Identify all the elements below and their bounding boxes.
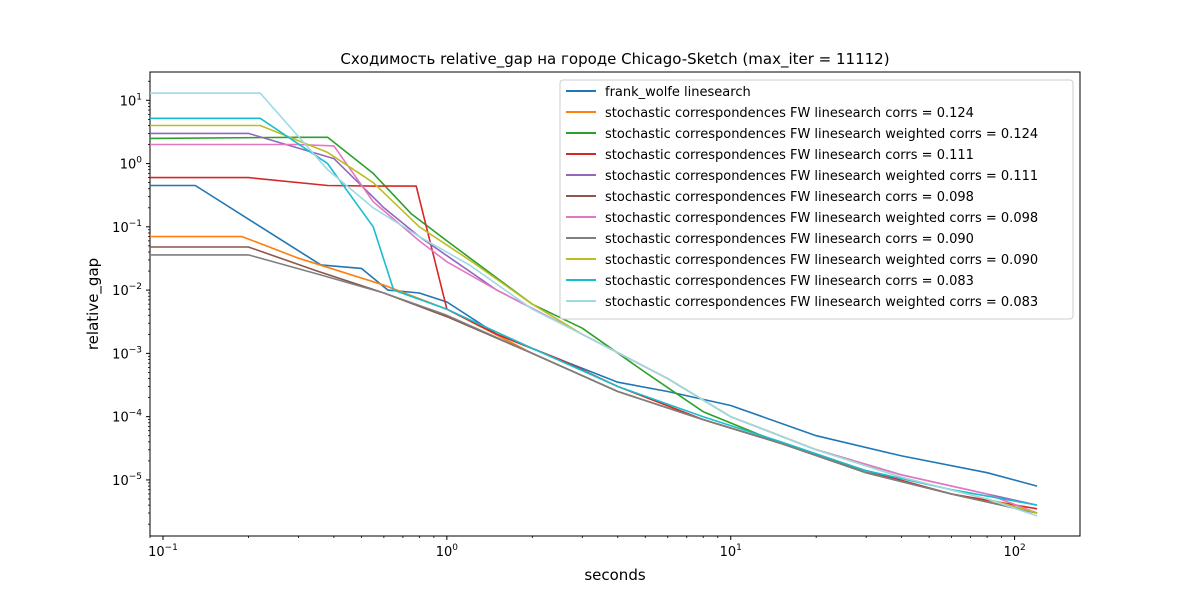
y-tick-label: 101 (120, 92, 142, 109)
y-axis-label: relative_gap (84, 258, 103, 350)
legend-item-label: stochastic correspondences FW linesearch… (605, 190, 974, 205)
legend-item-label: stochastic correspondences FW linesearch… (605, 232, 974, 247)
y-tick-label: 10−1 (112, 219, 142, 236)
y-axis-ticks: 10−5 10−4 10−3 10−2 10−1 100 101 (112, 80, 150, 525)
legend-item-label: stochastic correspondences FW linesearch… (605, 295, 1038, 310)
legend-item-label: stochastic correspondences FW linesearch… (605, 148, 974, 163)
y-tick-label: 10−4 (112, 409, 142, 426)
y-tick-label: 10−2 (112, 282, 142, 299)
x-axis-label: seconds (584, 566, 645, 584)
chart-title: Сходимость relative_gap на городе Chicag… (340, 50, 889, 69)
series-line-8 (150, 254, 1038, 514)
legend-box (559, 79, 1074, 320)
x-tick-label: 100 (436, 543, 459, 560)
x-axis-ticks: 10−1 100 101 102 (148, 536, 1026, 560)
legend-item-label: stochastic correspondences FW linesearch… (605, 211, 1038, 226)
legend-item-label: stochastic correspondences FW linesearch… (605, 274, 974, 289)
legend-item-label: stochastic correspondences FW linesearch… (605, 169, 1038, 184)
legend-item-label: stochastic correspondences FW linesearch… (605, 127, 1038, 142)
y-tick-label: 10−3 (112, 345, 142, 362)
legend-item-label: stochastic correspondences FW linesearch… (605, 253, 1038, 268)
legend-item-label: frank_wolfe linesearch (605, 85, 751, 100)
x-tick-label: 10−1 (148, 543, 178, 560)
series-line-10 (150, 117, 1038, 506)
y-tick-label: 100 (120, 156, 143, 173)
legend: frank_wolfe linesearch stochastic corresp… (559, 79, 1074, 320)
x-tick-label: 102 (1003, 543, 1025, 560)
y-tick-label: 10−5 (112, 472, 142, 489)
series-layer (150, 92, 1038, 517)
legend-item-label: stochastic correspondences FW linesearch… (605, 106, 974, 121)
series-line-11 (150, 92, 1038, 517)
x-tick-label: 101 (720, 543, 742, 560)
